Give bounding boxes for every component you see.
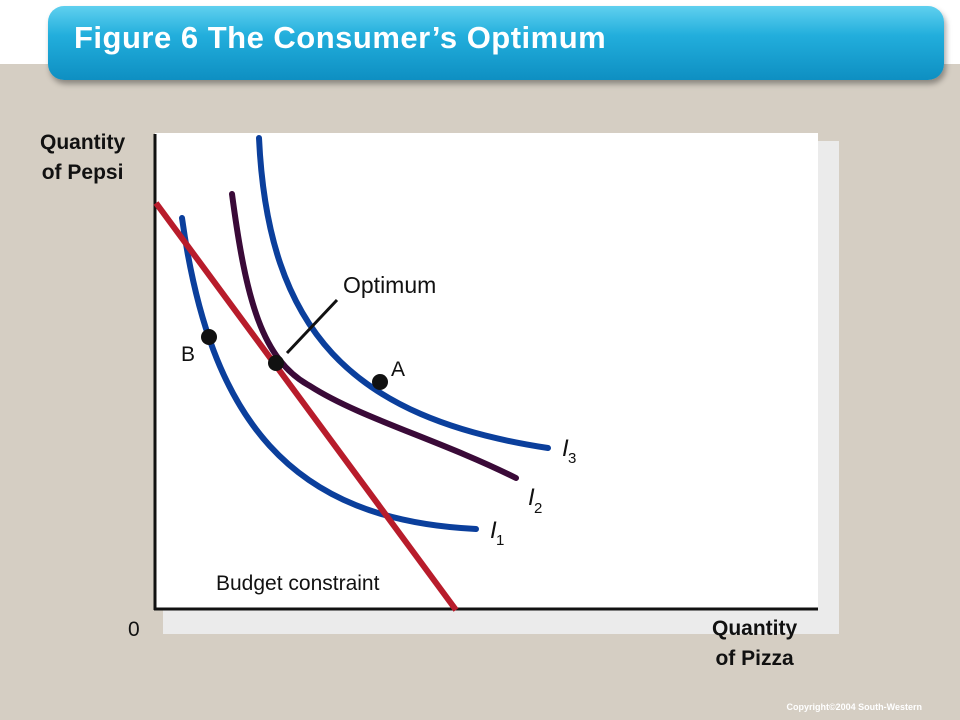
x-axis-label: Quantity of Pizza xyxy=(712,614,797,674)
budget-constraint-line xyxy=(153,201,459,612)
i3-label: I xyxy=(562,435,569,462)
slide-title: Figure 6 The Consumer’s Optimum xyxy=(74,20,607,55)
indifference-curve-i1 xyxy=(179,215,479,532)
origin-label: 0 xyxy=(128,618,140,641)
i1-subscript: 1 xyxy=(496,532,504,549)
point-b-label: B xyxy=(181,343,195,366)
i2-label: I xyxy=(528,484,535,511)
copyright-notice: Copyright©2004 South-Western xyxy=(786,702,922,712)
indifference-curve-i2 xyxy=(229,191,519,481)
point-b-marker xyxy=(201,329,217,345)
x-axis-label-line2: of Pizza xyxy=(715,647,794,670)
y-axis-label-line2: of Pepsi xyxy=(41,161,124,184)
optimum-pointer-line xyxy=(285,298,339,355)
y-axis-label: Quantity of Pepsi xyxy=(40,128,125,188)
point-a-marker xyxy=(372,374,388,390)
x-axis-label-line1: Quantity xyxy=(712,617,798,640)
optimum-point-marker xyxy=(268,355,284,371)
i1-label: I xyxy=(490,517,497,544)
title-bar: Figure 6 The Consumer’s Optimum xyxy=(48,6,944,80)
budget-constraint-label: Budget constraint xyxy=(216,572,380,595)
optimum-label: Optimum xyxy=(343,272,436,298)
y-axis-label-line1: Quantity xyxy=(40,131,126,154)
point-a-label: A xyxy=(391,358,405,381)
i3-subscript: 3 xyxy=(568,450,576,467)
indifference-curve-i3 xyxy=(256,135,551,451)
i2-subscript: 2 xyxy=(534,500,542,517)
